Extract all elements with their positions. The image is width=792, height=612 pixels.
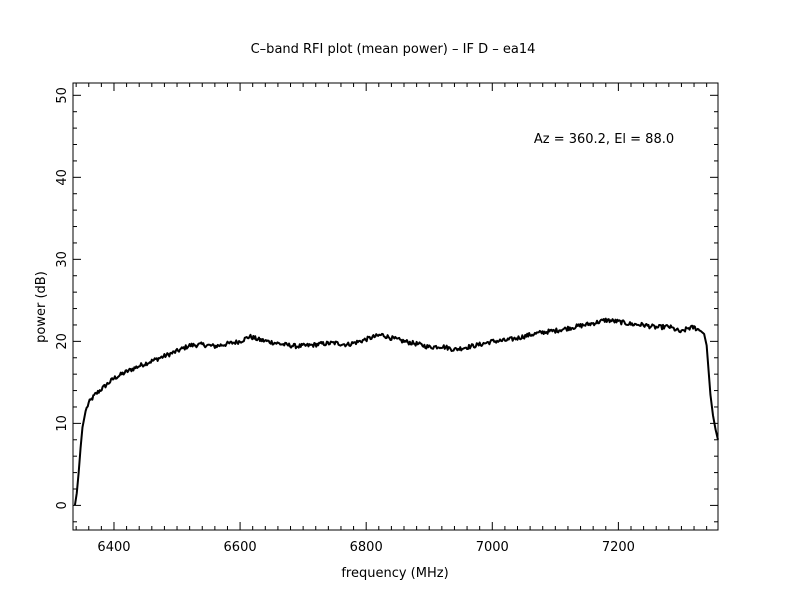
x-axis-label: frequency (MHz) <box>341 566 448 581</box>
y-tick-label: 40 <box>55 169 70 186</box>
tick-labels: 6400 6600 6800 7000 7200 0 10 20 30 40 50 <box>55 87 635 555</box>
plot-frame <box>72 82 719 531</box>
x-tick-label: 6400 <box>97 540 130 555</box>
angle-annotation: Az = 360.2, El = 88.0 <box>534 132 674 147</box>
y-axis-label: power (dB) <box>34 271 49 343</box>
y-tick-label: 50 <box>55 87 70 104</box>
x-tick-label: 6600 <box>224 540 257 555</box>
chart-title: C–band RFI plot (mean power) – IF D – ea… <box>251 42 536 57</box>
power-spectrum-line <box>73 317 719 506</box>
y-tick-label: 10 <box>55 415 70 432</box>
y-tick-label: 20 <box>55 333 70 350</box>
y-tick-label: 0 <box>55 501 70 509</box>
x-tick-label: 6800 <box>350 540 383 555</box>
y-tick-label: 30 <box>55 251 70 268</box>
x-tick-label: 7200 <box>602 540 635 555</box>
axis-ticks <box>73 83 718 530</box>
x-tick-label: 7000 <box>476 540 509 555</box>
